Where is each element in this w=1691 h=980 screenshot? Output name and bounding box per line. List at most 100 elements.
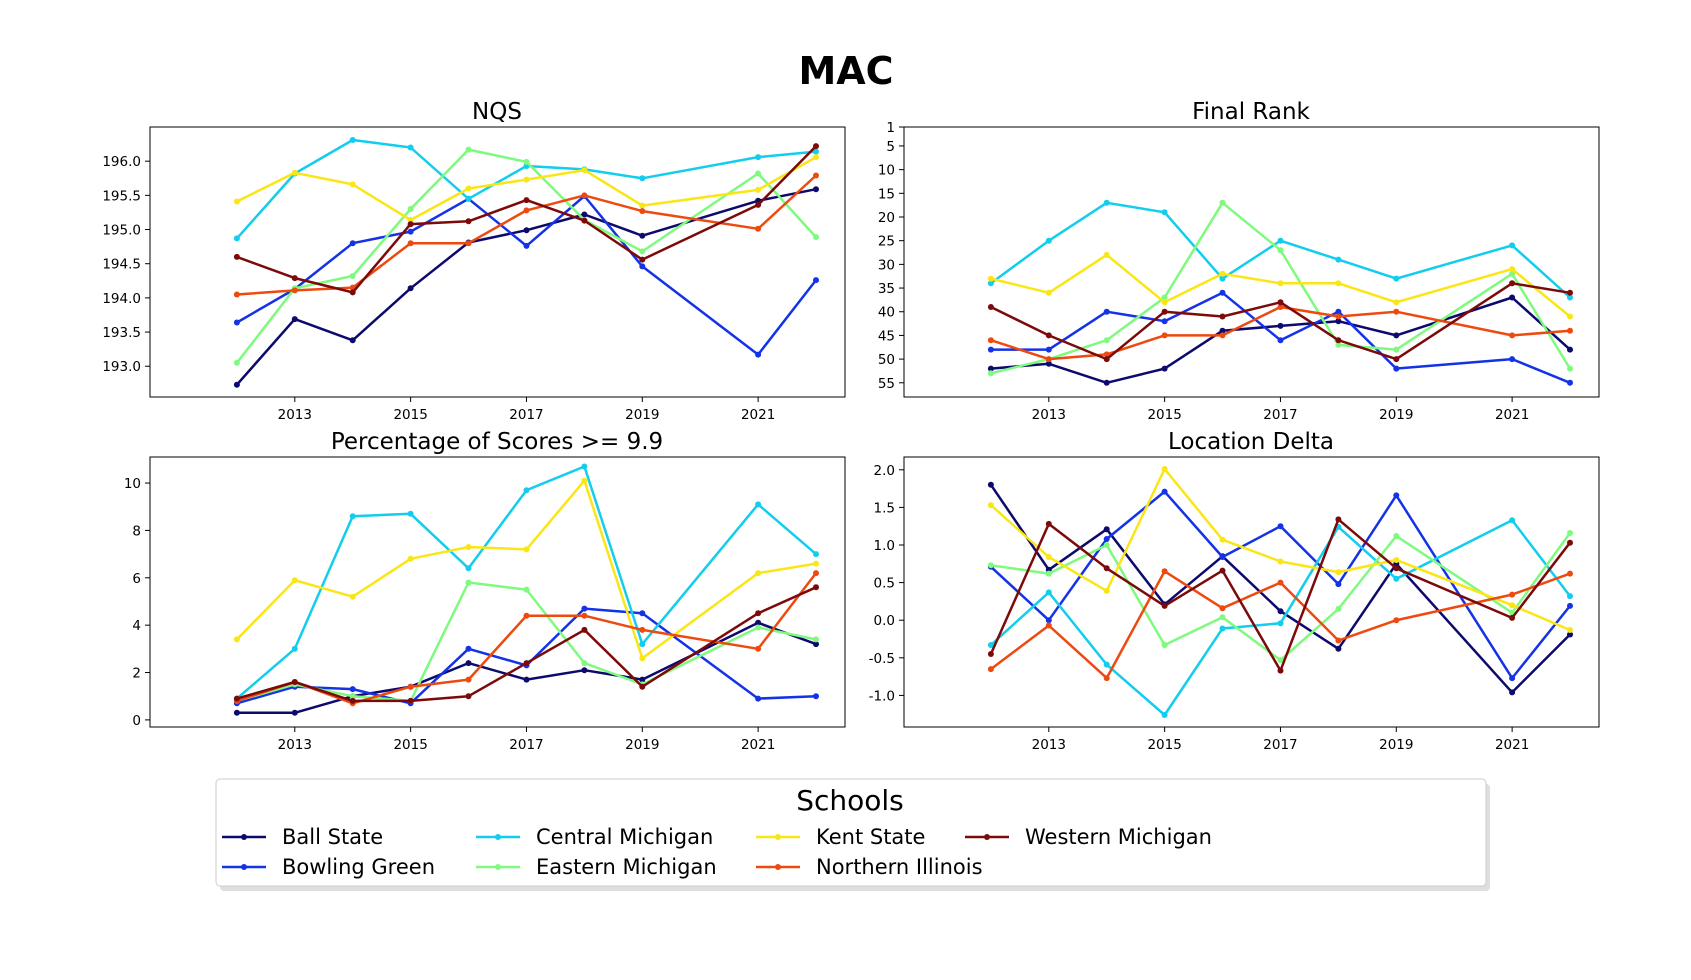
data-point (1335, 605, 1342, 612)
series-central-michigan (987, 517, 1573, 718)
series-line (235, 586, 818, 703)
data-point (813, 560, 819, 567)
data-point (1393, 275, 1400, 282)
data-point (639, 626, 646, 633)
panel-location-delta: Location Delta 2013 2015 2017 2019 2021 -1.0 -… (869, 429, 1600, 753)
series-line (989, 305, 1572, 361)
x-tick-label: 2013 (1032, 737, 1066, 753)
data-point (813, 277, 819, 284)
legend-entry: Eastern Michigan (476, 855, 717, 879)
data-point (1567, 570, 1573, 577)
x-tick-label: 2021 (1495, 407, 1529, 423)
y-tick-label: 10 (878, 163, 895, 179)
figure-title: MAC (798, 49, 893, 93)
data-point (1161, 209, 1168, 216)
data-point (813, 143, 819, 150)
data-point (639, 655, 646, 662)
legend-label: Central Michigan (536, 825, 713, 849)
data-point (465, 645, 472, 652)
axes-frame (903, 456, 1600, 728)
data-point (639, 676, 646, 683)
data-point (581, 192, 588, 199)
data-point (1103, 587, 1110, 594)
data-point (755, 186, 762, 193)
data-point (1277, 667, 1284, 674)
data-point (639, 256, 646, 263)
y-tick-label: 194.0 (102, 291, 141, 307)
data-point (1567, 365, 1573, 372)
y-tick-label: 5 (886, 139, 895, 155)
x-tick-label: 2015 (1147, 407, 1181, 423)
data-point (523, 242, 530, 249)
data-point (1567, 593, 1573, 600)
data-point (407, 144, 414, 151)
series-line (989, 518, 1572, 717)
data-point (1335, 341, 1342, 348)
data-point (523, 676, 530, 683)
data-point (407, 221, 414, 228)
data-point (813, 570, 819, 577)
data-point (581, 167, 588, 174)
data-point (1161, 365, 1168, 372)
series-line (235, 155, 818, 222)
data-point (755, 201, 762, 208)
data-point (755, 619, 762, 626)
data-point (581, 612, 588, 619)
data-point (987, 275, 994, 282)
series-northern-illinois (233, 172, 819, 298)
data-point (1161, 308, 1168, 315)
legend-swatch-marker (241, 834, 247, 840)
x-tick-label: 2015 (393, 737, 427, 753)
data-point (233, 709, 240, 716)
series-line (235, 174, 818, 296)
data-point (1567, 313, 1573, 320)
data-point (1161, 712, 1168, 718)
data-point (1277, 657, 1284, 664)
data-point (1393, 332, 1400, 339)
y-tick-label: 8 (132, 523, 141, 539)
legend-title: Schools (796, 784, 904, 817)
data-point (523, 487, 530, 494)
data-point (639, 610, 646, 617)
data-point (349, 693, 356, 700)
data-point (1335, 308, 1342, 315)
x-tick-label: 2017 (1263, 737, 1297, 753)
series-line (989, 282, 1572, 361)
data-point (1335, 516, 1342, 523)
data-point (407, 240, 414, 247)
data-point (1219, 567, 1226, 574)
data-point (349, 686, 356, 693)
legend-swatch-marker (775, 834, 781, 840)
data-point (1103, 308, 1110, 315)
legend-entry: Western Michigan (965, 825, 1212, 849)
data-point (813, 186, 819, 193)
data-point (1567, 539, 1573, 546)
series-kent-state (987, 251, 1573, 320)
data-point (233, 359, 240, 366)
data-point (1219, 327, 1226, 334)
data-point (523, 660, 530, 667)
data-point (1335, 581, 1342, 588)
data-point (465, 660, 472, 667)
data-point (1161, 642, 1168, 648)
data-point (755, 170, 762, 177)
legend-label: Western Michigan (1025, 825, 1212, 849)
legend-label: Ball State (282, 825, 383, 849)
data-point (581, 477, 588, 484)
data-point (755, 645, 762, 652)
data-point (291, 577, 298, 584)
data-point (233, 319, 240, 326)
data-point (1335, 313, 1342, 320)
x-tick-label: 2019 (1379, 737, 1413, 753)
data-point (1277, 608, 1284, 615)
data-point (1393, 617, 1400, 624)
data-point (1509, 517, 1516, 524)
data-point (755, 225, 762, 232)
data-point (1393, 557, 1400, 563)
x-tick-label: 2015 (393, 407, 427, 423)
data-point (1103, 356, 1110, 363)
data-point (1567, 346, 1573, 353)
data-point (407, 697, 414, 704)
data-point (987, 304, 994, 310)
data-point (523, 176, 530, 183)
